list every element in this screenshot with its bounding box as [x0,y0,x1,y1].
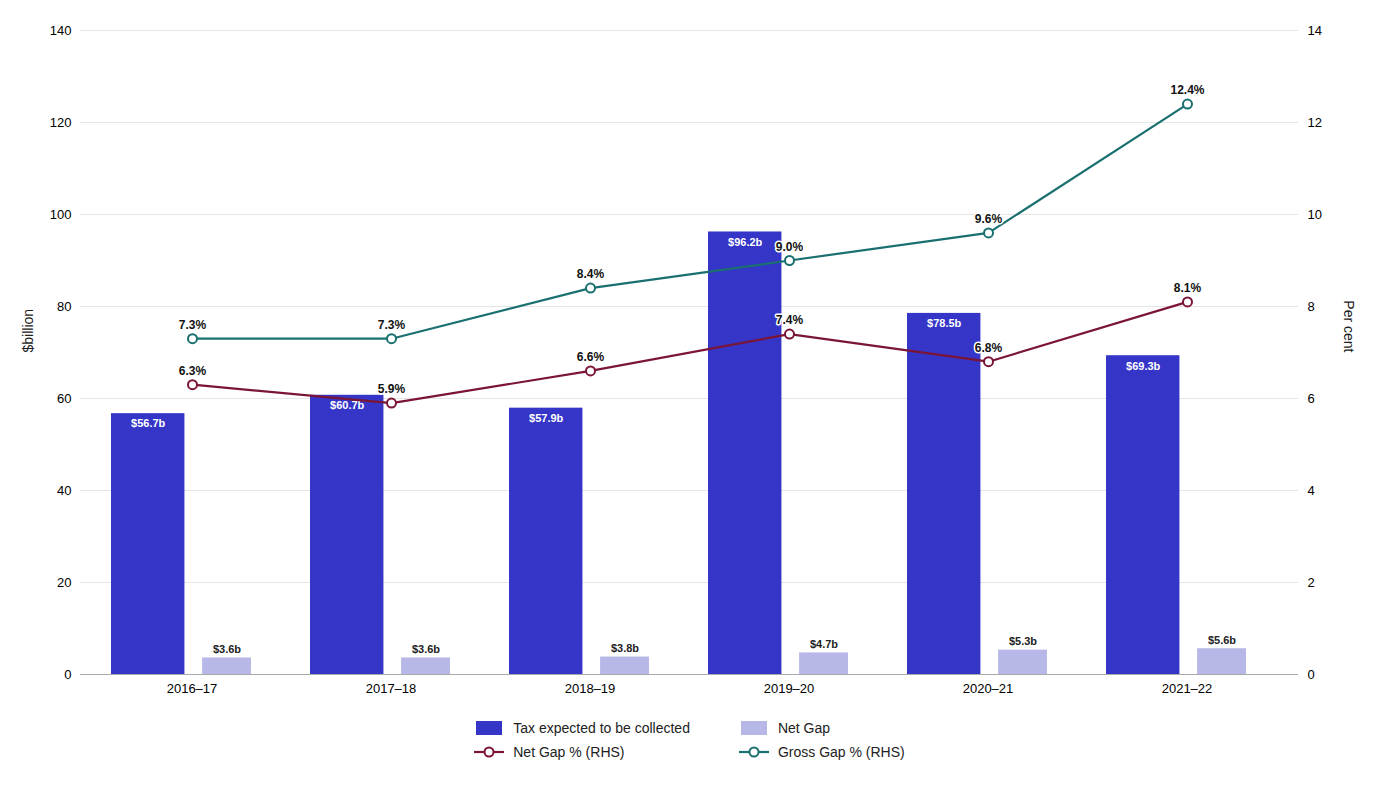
svg-text:Per cent: Per cent [1341,300,1357,352]
svg-text:7.3%: 7.3% [378,318,406,332]
svg-text:0: 0 [1308,667,1315,682]
svg-text:6.3%: 6.3% [179,364,207,378]
svg-text:8.4%: 8.4% [577,267,605,281]
svg-text:$57.9b: $57.9b [529,412,564,424]
svg-text:140: 140 [50,23,72,38]
svg-text:8.1%: 8.1% [1174,281,1202,295]
svg-text:$4.7b: $4.7b [810,638,838,650]
svg-text:4: 4 [1308,483,1315,498]
svg-text:9.0%: 9.0% [776,240,804,254]
svg-text:2018–19: 2018–19 [565,681,616,696]
svg-text:2021–22: 2021–22 [1162,681,1213,696]
svg-text:$60.7b: $60.7b [330,399,365,412]
svg-text:10: 10 [1308,207,1322,222]
svg-text:$96.2b: $96.2b [728,236,763,248]
svg-text:14: 14 [1308,23,1322,38]
svg-text:$78.5b: $78.5b [927,317,962,329]
html-text:Tax expected to be collected: Tax expected to be collected [513,720,690,736]
svg-text:5.9%: 5.9% [378,382,406,396]
svg-text:2016–17: 2016–17 [167,681,218,696]
svg-text:$3.8b: $3.8b [611,642,639,654]
svg-text:7.3%: 7.3% [179,318,207,332]
svg-text:40: 40 [57,483,71,498]
svg-text:9.6%: 9.6% [975,212,1003,226]
svg-text:$5.6b: $5.6b [1208,634,1236,646]
html-text:Net Gap: Net Gap [777,720,831,736]
html-text:Net Gap % (RHS): Net Gap % (RHS) [513,744,625,760]
svg-text:20: 20 [57,575,71,590]
svg-text:$69.3b: $69.3b [1126,360,1161,372]
svg-text:60: 60 [57,391,71,406]
svg-text:80: 80 [57,299,71,314]
svg-text:$billion: $billion [20,309,36,353]
svg-text:12: 12 [1308,115,1322,130]
svg-text:$56.7b: $56.7b [131,417,166,429]
svg-text:120: 120 [50,115,72,130]
svg-text:2019–20: 2019–20 [764,681,815,696]
svg-text:$3.6b: $3.6b [412,643,440,655]
svg-text:2: 2 [1308,575,1315,590]
svg-text:2020–21: 2020–21 [963,681,1014,696]
svg-text:12.4%: 12.4% [1170,83,1204,97]
svg-text:2017–18: 2017–18 [366,681,417,696]
svg-text:7.4%: 7.4% [776,313,804,327]
svg-text:6: 6 [1308,391,1315,406]
svg-text:$3.6b: $3.6b [213,643,241,655]
svg-text:100: 100 [50,207,72,222]
svg-text:8: 8 [1308,299,1315,314]
svg-text:$5.3b: $5.3b [1009,635,1037,647]
svg-text:6.6%: 6.6% [577,350,605,364]
svg-text:0: 0 [64,667,71,682]
svg-text:6.8%: 6.8% [975,341,1003,355]
html-text:Gross Gap % (RHS): Gross Gap % (RHS) [777,744,905,760]
